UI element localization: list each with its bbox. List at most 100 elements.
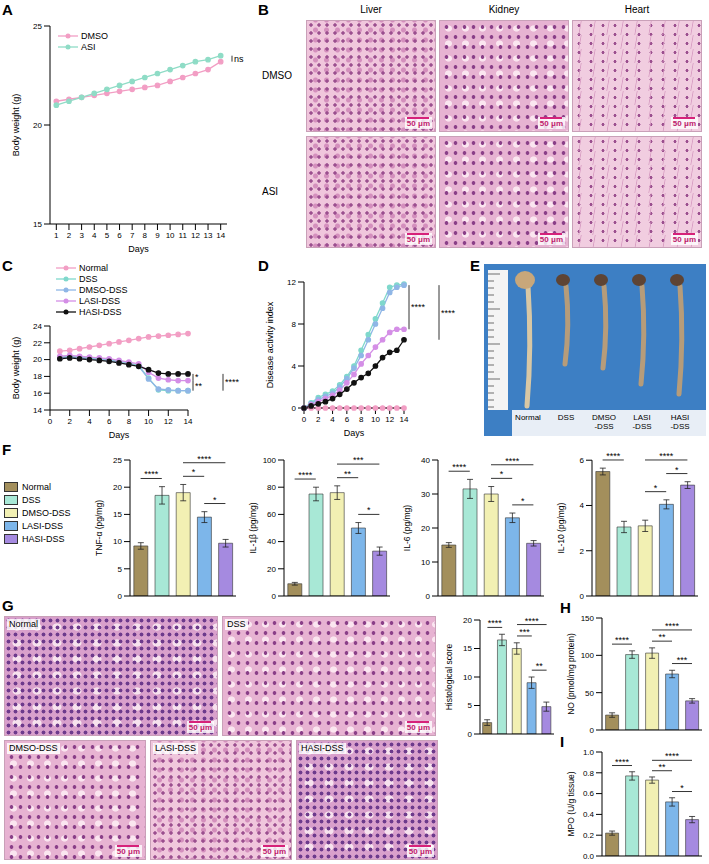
- svg-text:40: 40: [421, 456, 430, 465]
- svg-text:22: 22: [33, 339, 42, 348]
- svg-text:14: 14: [400, 415, 409, 424]
- svg-text:IL-6 (pg/mg): IL-6 (pg/mg): [402, 505, 412, 551]
- svg-text:0.4: 0.4: [583, 810, 595, 819]
- svg-text:30: 30: [421, 490, 430, 499]
- svg-text:****: ****: [606, 451, 621, 461]
- svg-text:Body weight (g): Body weight (g): [11, 94, 21, 157]
- svg-text:Normal: Normal: [515, 413, 541, 422]
- svg-text:IL-1β (pg/mg): IL-1β (pg/mg): [248, 502, 258, 553]
- svg-text:****: ****: [615, 757, 630, 767]
- svg-text:*: *: [213, 495, 217, 505]
- svg-text:0: 0: [302, 415, 307, 424]
- svg-text:14: 14: [184, 417, 193, 426]
- svg-text:6: 6: [345, 415, 350, 424]
- svg-text:4: 4: [92, 231, 97, 240]
- svg-text:12: 12: [287, 278, 296, 287]
- svg-text:40: 40: [267, 537, 276, 546]
- svg-text:*: *: [500, 469, 504, 479]
- svg-text:0.2: 0.2: [583, 831, 595, 840]
- svg-text:10: 10: [421, 558, 430, 567]
- svg-text:20: 20: [463, 616, 472, 625]
- svg-text:8: 8: [359, 415, 364, 424]
- svg-text:****: ****: [197, 454, 212, 464]
- svg-text:0: 0: [426, 592, 431, 601]
- svg-text:Days: Days: [128, 244, 149, 254]
- svg-text:DSS: DSS: [558, 413, 574, 422]
- svg-text:0: 0: [48, 417, 53, 426]
- svg-text:4: 4: [87, 417, 92, 426]
- svg-text:8: 8: [143, 231, 148, 240]
- svg-text:****: ****: [488, 618, 503, 628]
- svg-text:60: 60: [267, 510, 276, 519]
- svg-text:6: 6: [107, 417, 112, 426]
- svg-text:****: ****: [505, 456, 520, 466]
- svg-text:13: 13: [204, 231, 213, 240]
- svg-text:80: 80: [267, 483, 276, 492]
- svg-text:5: 5: [118, 565, 123, 574]
- svg-text:*: *: [367, 505, 371, 515]
- svg-text:Days: Days: [109, 430, 130, 440]
- svg-text:5: 5: [468, 701, 473, 710]
- svg-text:IL-10 (pg/mg): IL-10 (pg/mg): [556, 502, 566, 553]
- svg-text:****: ****: [525, 616, 540, 626]
- svg-text:HASI-DSS: HASI-DSS: [670, 413, 689, 431]
- svg-text:0.8: 0.8: [583, 769, 595, 778]
- svg-text:25: 25: [33, 22, 42, 31]
- svg-text:*: *: [195, 372, 199, 382]
- svg-text:2: 2: [316, 415, 321, 424]
- svg-text:2: 2: [67, 231, 72, 240]
- svg-text:6: 6: [580, 456, 585, 465]
- svg-text:4: 4: [292, 362, 297, 371]
- svg-text:14: 14: [216, 231, 225, 240]
- svg-text:**: **: [344, 469, 352, 479]
- svg-text:0: 0: [468, 730, 473, 739]
- svg-text:12: 12: [385, 415, 394, 424]
- svg-text:DMSO-DSS: DMSO-DSS: [592, 413, 616, 431]
- svg-text:0.0: 0.0: [583, 852, 595, 861]
- svg-text:20: 20: [421, 524, 430, 533]
- svg-text:20: 20: [33, 355, 42, 364]
- svg-text:Days: Days: [344, 428, 365, 438]
- svg-text:4: 4: [330, 415, 335, 424]
- svg-text:TNF-α (pg/mg): TNF-α (pg/mg): [94, 500, 104, 556]
- svg-text:10: 10: [371, 415, 380, 424]
- svg-text:****: ****: [615, 635, 630, 645]
- svg-text:8: 8: [127, 417, 132, 426]
- svg-text:0.6: 0.6: [583, 789, 595, 798]
- svg-text:11: 11: [179, 231, 188, 240]
- svg-text:16: 16: [33, 389, 42, 398]
- svg-text:0: 0: [590, 726, 595, 735]
- svg-text:MPO (U/g tissue): MPO (U/g tissue): [566, 771, 576, 836]
- svg-text:*: *: [521, 496, 525, 506]
- svg-text:1: 1: [54, 231, 59, 240]
- svg-text:****: ****: [298, 470, 313, 480]
- svg-text:0: 0: [272, 592, 277, 601]
- svg-text:***: ***: [353, 455, 364, 465]
- svg-text:****: ****: [665, 751, 680, 761]
- svg-text:50: 50: [585, 689, 594, 698]
- svg-text:LASI-DSS: LASI-DSS: [632, 413, 651, 431]
- svg-text:0: 0: [292, 404, 297, 413]
- svg-text:20: 20: [267, 565, 276, 574]
- svg-text:15: 15: [113, 510, 122, 519]
- svg-text:*: *: [192, 467, 196, 477]
- svg-text:7: 7: [130, 231, 135, 240]
- svg-text:0: 0: [580, 592, 585, 601]
- svg-text:150: 150: [581, 614, 595, 623]
- svg-text:18: 18: [33, 372, 42, 381]
- svg-text:Body weight (g): Body weight (g): [11, 337, 21, 400]
- svg-text:**: **: [658, 632, 666, 642]
- svg-text:1.0: 1.0: [583, 748, 595, 757]
- svg-text:12: 12: [191, 231, 200, 240]
- svg-text:****: ****: [452, 462, 467, 472]
- svg-text:10: 10: [166, 231, 175, 240]
- svg-text:8: 8: [292, 320, 297, 329]
- svg-text:2: 2: [67, 417, 72, 426]
- svg-text:*: *: [680, 783, 684, 793]
- svg-text:4: 4: [580, 501, 585, 510]
- svg-text:ns: ns: [234, 54, 244, 64]
- svg-text:****: ****: [441, 308, 456, 318]
- svg-text:****: ****: [144, 469, 159, 479]
- svg-text:20: 20: [113, 483, 122, 492]
- svg-text:14: 14: [33, 406, 42, 415]
